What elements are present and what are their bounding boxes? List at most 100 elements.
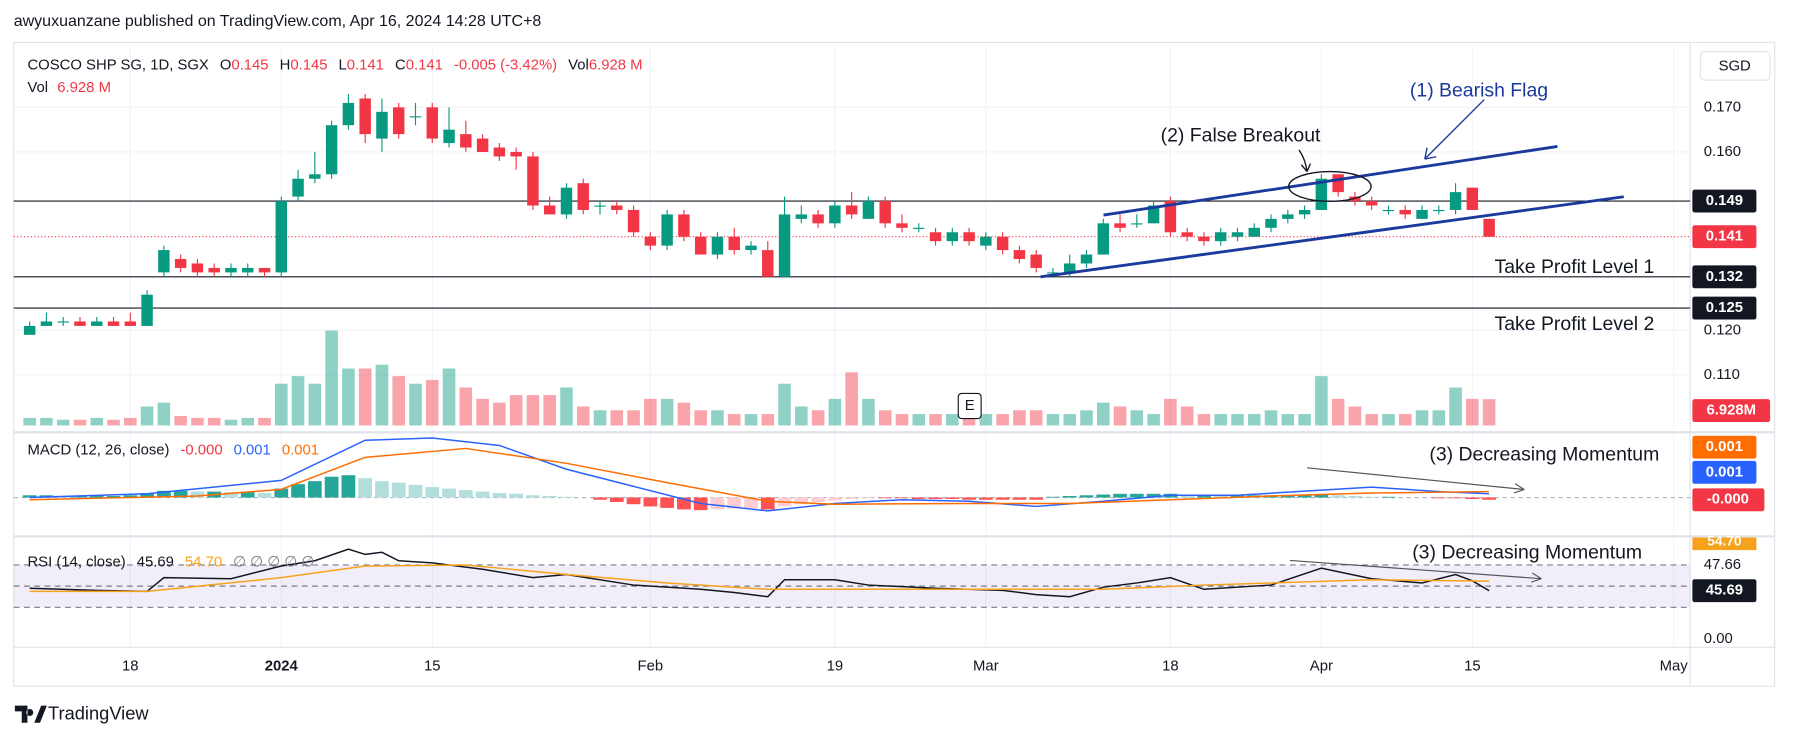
macd-histogram	[408, 484, 423, 498]
macd-histogram	[1197, 494, 1211, 498]
volume-bar	[878, 410, 892, 426]
candle-body	[40, 321, 53, 326]
macd-histogram	[1364, 496, 1379, 498]
macd-histogram	[22, 495, 37, 498]
volume-bar	[895, 414, 909, 426]
candle-body	[1080, 254, 1093, 264]
macd-histogram	[593, 497, 607, 500]
macd-histogram	[1029, 497, 1044, 500]
volume-bar	[1247, 414, 1261, 426]
candle-body	[1433, 209, 1445, 212]
volume-bar	[744, 414, 758, 426]
candle-body	[845, 205, 858, 215]
macd-histogram	[307, 481, 322, 498]
macd-histogram	[945, 497, 960, 499]
macd-histogram	[324, 476, 339, 498]
volume-bar	[157, 402, 171, 426]
momentum-arrow	[1306, 467, 1525, 494]
legend-value: 0.145	[231, 57, 268, 73]
volume-bar	[761, 414, 775, 426]
symbol: COSCO SHP SG, 1D, SGX	[27, 57, 208, 73]
candle-body	[560, 187, 573, 215]
candle-body	[1483, 218, 1495, 237]
macd-histogram	[1314, 494, 1329, 498]
volume-bar	[1147, 414, 1160, 426]
volume-bar	[1180, 406, 1194, 426]
legend-value: 45.69	[137, 555, 174, 571]
macd-histogram	[1297, 495, 1312, 498]
candle-body	[23, 325, 36, 335]
candle-body	[292, 178, 304, 197]
macd-histogram	[375, 481, 389, 498]
candle-body	[1131, 223, 1143, 225]
volume-bar	[1096, 402, 1110, 426]
volume-bar	[727, 414, 741, 426]
candle-body	[694, 236, 707, 255]
volume-bar	[912, 414, 926, 426]
currency-button[interactable]	[1699, 50, 1771, 81]
macd-histogram	[1046, 496, 1060, 498]
macd-histogram	[492, 493, 507, 498]
candle-body	[879, 201, 891, 224]
candle-body	[460, 134, 472, 148]
macd-histogram	[1465, 497, 1480, 499]
macd-histogram	[828, 497, 842, 501]
candle-body	[812, 214, 824, 224]
volume-bar	[1449, 387, 1462, 426]
legend-key: Vol	[568, 57, 589, 73]
volume-bar	[224, 419, 238, 426]
macd-histogram	[1482, 497, 1496, 500]
breakout-circle	[1288, 170, 1372, 203]
grid	[13, 45, 1691, 647]
macd-histogram	[744, 497, 758, 508]
legend-key: Vol	[27, 80, 48, 96]
macd-histogram	[643, 497, 658, 507]
event-marker[interactable]	[957, 392, 982, 420]
macd-histogram	[425, 487, 440, 498]
macd-histogram	[911, 497, 926, 499]
candle-body	[258, 267, 271, 273]
candle-body	[1282, 214, 1294, 219]
macd-histogram	[978, 497, 993, 500]
rsi-badge-label: 45.69	[1706, 583, 1743, 599]
macd-histogram	[1431, 497, 1446, 499]
candle-body	[443, 129, 455, 144]
volume-bar	[1331, 398, 1345, 426]
publish-header: awyuxuanzane published on TradingView.co…	[14, 13, 542, 30]
macd-histogram	[1348, 496, 1362, 498]
macd-histogram	[995, 497, 1010, 500]
volume-bar	[107, 419, 120, 426]
candle-body	[1399, 209, 1411, 215]
x-tick-label: Feb	[638, 659, 664, 675]
candle-body	[1164, 201, 1177, 233]
candle-body	[862, 201, 875, 219]
volume-bar	[291, 376, 305, 426]
candle-body	[225, 267, 237, 273]
candle-body	[778, 214, 791, 277]
candle-body	[1365, 201, 1378, 206]
volume-bar	[1063, 414, 1077, 426]
annotation: Take Profit Level 2	[1495, 313, 1655, 335]
candle-body	[946, 232, 959, 242]
x-tick-label: Mar	[973, 659, 999, 675]
level-badge-label: 0.125	[1706, 300, 1743, 316]
last-price-label: 0.141	[1706, 229, 1743, 245]
badge-label: 54.70	[1707, 534, 1742, 549]
candle-body	[208, 267, 220, 273]
macd-histogram	[1096, 494, 1111, 498]
volume-bar	[946, 414, 959, 426]
volume-bar	[174, 415, 187, 426]
candle-body	[1382, 209, 1395, 212]
candle-body	[359, 98, 371, 135]
annotation: (3) Decreasing Momentum	[1412, 542, 1642, 564]
macd-histogram	[140, 493, 154, 498]
macd-histogram	[106, 496, 121, 498]
symbol-legend: COSCO SHP SG, 1D, SGX O0.145 H0.145 L0.1…	[27, 57, 642, 73]
level-badge	[1692, 265, 1757, 289]
candle-body	[1416, 209, 1428, 219]
volume-bar	[593, 410, 607, 426]
candle-body	[728, 236, 740, 251]
candle-body	[1030, 254, 1042, 268]
event-label: E	[965, 398, 975, 414]
macd-histogram	[475, 491, 490, 498]
